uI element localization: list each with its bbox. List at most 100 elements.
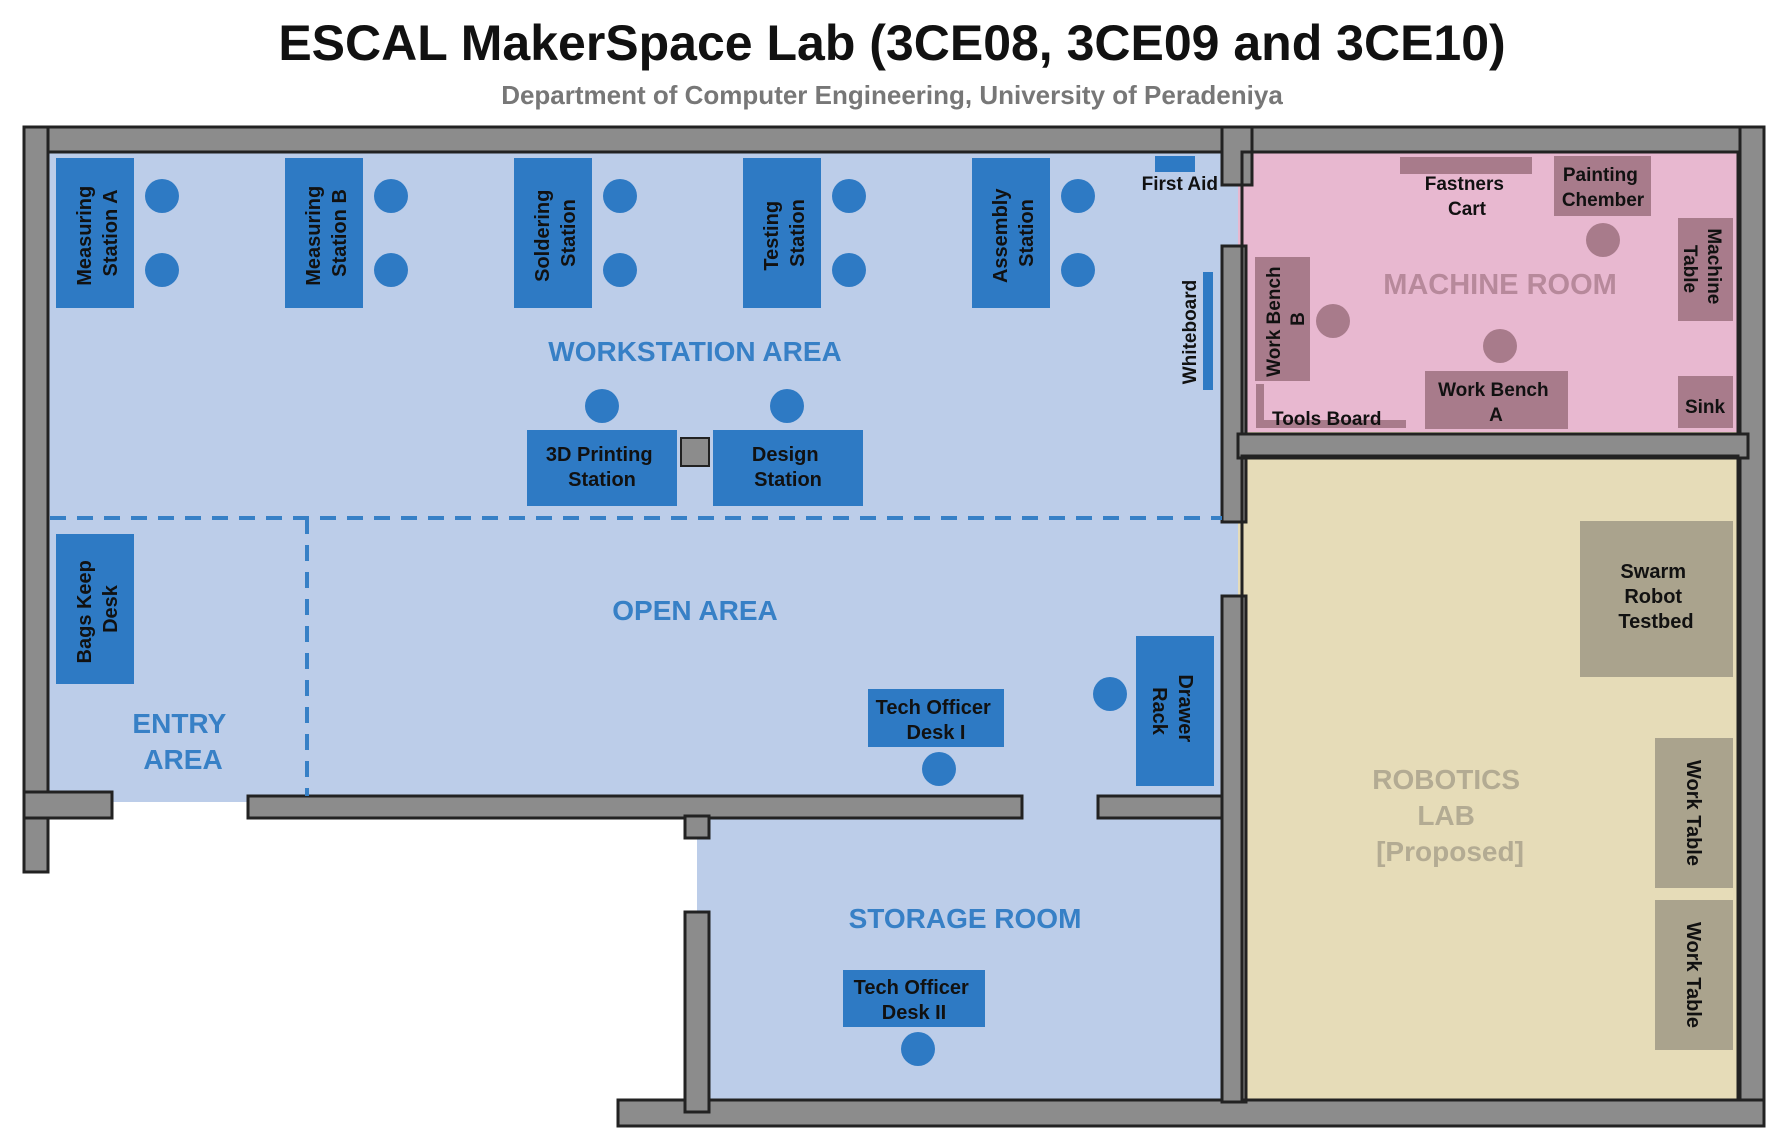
measuring-station-a-line1: Measuring <box>74 186 96 286</box>
fastners-cart-bar <box>1400 157 1532 174</box>
tech-officer-desk-2-line1: Tech Officer <box>854 977 969 999</box>
painting-chamber-line1: Painting <box>1563 165 1638 186</box>
wall-center-top <box>1220 125 1254 187</box>
storage-floor <box>697 800 1238 1100</box>
storage-room-label: STORAGE ROOM <box>849 903 1082 934</box>
wall-right <box>1738 125 1766 1104</box>
3d-printing-station-line1: 3D Printing <box>546 444 653 466</box>
whiteboard-label: Whiteboard <box>1180 280 1201 385</box>
tech-officer-desk-1[interactable]: Tech Officer Desk I <box>868 689 1004 747</box>
svg-text:Design Station: Design Station <box>752 444 824 491</box>
sink[interactable]: Sink <box>1678 376 1733 428</box>
fastners-cart-label: Fastners Cart <box>1425 174 1509 220</box>
tech-officer-desk-2[interactable]: Tech Officer Desk II <box>843 970 985 1027</box>
first-aid-label: First Aid <box>1142 174 1218 195</box>
work-table-1[interactable]: Work Table <box>1655 738 1733 888</box>
painting-chamber-line2: Chember <box>1562 190 1645 211</box>
chair-icon <box>901 1032 935 1066</box>
design-station-line1: Design <box>752 444 819 466</box>
swarm-robot-testbed-line3: Testbed <box>1618 611 1693 633</box>
svg-text:3D Printing Station: 3D Printing Station <box>546 444 658 491</box>
design-station-line2: Station <box>754 469 822 491</box>
soldering-station[interactable]: Soldering Station <box>514 158 592 308</box>
measuring-station-b-line1: Measuring <box>303 186 325 286</box>
measuring-station-b[interactable]: Measuring Station B <box>285 158 363 308</box>
chair-icon <box>374 179 408 213</box>
testing-station[interactable]: Testing Station <box>743 158 821 308</box>
bags-keep-desk[interactable]: Bags Keep Desk <box>56 534 134 684</box>
wall-bottom <box>616 1098 1766 1128</box>
tech-officer-desk-2-line2: Desk II <box>882 1002 946 1024</box>
svg-text:Measuring Station A: Measuring Station A <box>74 180 122 286</box>
swarm-robot-testbed-line2: Robot <box>1624 586 1682 608</box>
sink-label: Sink <box>1685 397 1726 418</box>
work-table-2[interactable]: Work Table <box>1655 900 1733 1050</box>
work-bench-a-line2: A <box>1489 405 1503 426</box>
wall-open-bottom <box>246 794 1024 820</box>
wall-entry-stub <box>22 790 114 820</box>
work-bench-b-line2: B <box>1288 312 1309 326</box>
machine-table[interactable]: Machine Table <box>1678 218 1733 321</box>
machine-room-border <box>1240 150 1740 436</box>
chair-icon <box>145 253 179 287</box>
measuring-station-b-line2: Station B <box>329 189 351 277</box>
entry-area-line1: ENTRY <box>132 708 226 739</box>
workstation-area-label: WORKSTATION AREA <box>548 336 841 367</box>
svg-text:Swarm Robot Te: Swarm Robot Testbed <box>1618 561 1693 633</box>
wall-storage-left <box>683 910 711 1114</box>
svg-text:Measuring Station B: Measuring Station B <box>303 180 351 286</box>
chair-icon <box>145 179 179 213</box>
swarm-robot-testbed-line1: Swarm <box>1620 561 1686 583</box>
robotics-lab-border <box>1240 454 1740 1102</box>
robotics-lab-label: ROBOTICS LAB [Proposed] <box>1372 764 1528 867</box>
open-area-label: OPEN AREA <box>612 595 777 626</box>
entry-area-label: ENTRY AREA <box>132 708 233 775</box>
machine-room: Fastners Cart Painting Chember Machine T… <box>1240 150 1740 436</box>
bags-keep-desk-line1: Bags Keep <box>74 560 96 663</box>
wall-left <box>22 125 50 874</box>
work-bench-b[interactable]: Work Bench B <box>1255 257 1310 381</box>
robotics-lab-line3: [Proposed] <box>1376 836 1524 867</box>
bags-keep-desk-line2: Desk <box>100 584 122 633</box>
machine-table-line2: Table <box>1679 245 1700 293</box>
wall-top <box>22 125 1766 154</box>
chair-icon <box>603 179 637 213</box>
painting-chamber[interactable]: Painting Chember <box>1554 156 1651 216</box>
tools-board-label: Tools Board <box>1272 409 1381 430</box>
open-area-furniture: Bags Keep Desk Tech Officer Desk I Drawe… <box>56 534 1214 1066</box>
svg-text:Tech Officer Desk II: Tech Officer Desk II <box>854 977 975 1024</box>
chair-icon <box>603 253 637 287</box>
svg-text:Work Bench B: Work Bench B <box>1264 261 1309 377</box>
svg-text:Bags Keep Desk: Bags Keep Desk <box>74 555 122 664</box>
chair-icon <box>1093 677 1127 711</box>
3d-printing-station-line2: Station <box>568 469 636 491</box>
first-aid-box <box>1155 156 1195 172</box>
area-labels: WORKSTATION AREA OPEN AREA ENTRY AREA ST… <box>132 269 1616 934</box>
work-bench-a-line1: Work Bench <box>1438 380 1549 401</box>
assembly-station[interactable]: Assembly Station <box>972 158 1050 308</box>
svg-text:Tech Officer Desk I: Tech Officer Desk I <box>876 697 997 744</box>
stool-icon <box>1586 223 1620 257</box>
shared-printer-box <box>680 437 710 467</box>
chair-icon <box>832 253 866 287</box>
3d-printing-station[interactable]: 3D Printing Station <box>527 430 677 506</box>
tech-officer-desk-1-line2: Desk I <box>907 722 966 744</box>
drawer-rack[interactable]: Drawer Rack <box>1136 636 1214 786</box>
chair-icon <box>1061 253 1095 287</box>
chair-icon <box>770 389 804 423</box>
svg-text:Testing Station: Testing Station <box>761 195 809 270</box>
svg-text:Drawer Rack: Drawer Rack <box>1148 674 1196 747</box>
robotics-lab-line2: LAB <box>1417 800 1475 831</box>
measuring-station-a[interactable]: Measuring Station A <box>56 158 134 308</box>
svg-text:Painting Chember: Painting Chember <box>1562 165 1645 211</box>
drawer-rack-line1: Drawer <box>1174 674 1196 742</box>
stool-icon <box>1483 329 1517 363</box>
page-title: ESCAL MakerSpace Lab (3CE08, 3CE09 and 3… <box>278 15 1506 71</box>
page-subtitle: Department of Computer Engineering, Univ… <box>501 80 1283 110</box>
design-station[interactable]: Design Station <box>713 430 863 506</box>
machine-room-label: MACHINE ROOM <box>1383 269 1617 301</box>
swarm-robot-testbed[interactable]: Swarm Robot Testbed <box>1580 521 1733 677</box>
assembly-station-line2: Station <box>1016 199 1038 267</box>
svg-text:Soldering Station: Soldering Station <box>532 184 580 282</box>
work-bench-a[interactable]: Work Bench A <box>1425 371 1568 429</box>
